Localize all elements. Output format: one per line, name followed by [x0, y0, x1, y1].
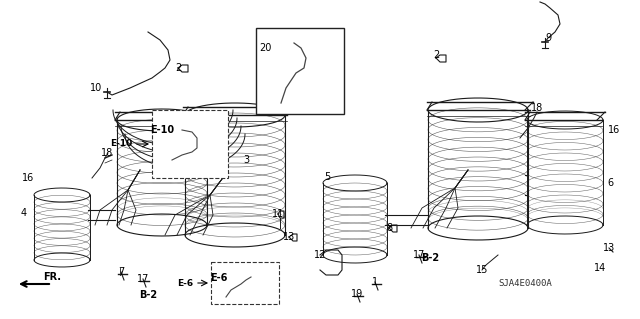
Text: 9: 9 — [545, 33, 551, 43]
Text: E-10: E-10 — [109, 139, 132, 149]
Text: 20: 20 — [259, 43, 271, 53]
Text: 11: 11 — [272, 209, 284, 219]
Text: FR.: FR. — [43, 272, 61, 282]
Text: 10: 10 — [90, 83, 102, 93]
Text: 19: 19 — [351, 289, 363, 299]
Text: 1: 1 — [372, 277, 378, 287]
Text: 12: 12 — [314, 250, 326, 260]
Text: 8: 8 — [386, 223, 392, 233]
Text: E-10: E-10 — [150, 125, 174, 135]
Text: E-6: E-6 — [211, 273, 228, 283]
Bar — [211, 262, 279, 304]
Bar — [256, 28, 344, 114]
Text: 16: 16 — [608, 125, 620, 135]
Text: 16: 16 — [22, 173, 34, 183]
Text: SJA4E0400A: SJA4E0400A — [498, 278, 552, 287]
Text: 17: 17 — [413, 250, 425, 260]
Bar — [152, 110, 228, 178]
Text: 15: 15 — [476, 265, 488, 275]
Text: B-2: B-2 — [139, 290, 157, 300]
Text: 2: 2 — [175, 63, 181, 73]
Text: 18: 18 — [101, 148, 113, 158]
Text: 14: 14 — [594, 263, 606, 273]
Text: 17: 17 — [137, 274, 149, 284]
Text: B-2: B-2 — [421, 253, 439, 263]
Text: 4: 4 — [21, 208, 27, 218]
Text: E-6: E-6 — [177, 278, 193, 287]
Text: 5: 5 — [324, 172, 330, 182]
Text: 3: 3 — [243, 155, 249, 165]
Text: 6: 6 — [607, 178, 613, 188]
Text: 2: 2 — [433, 50, 439, 60]
Text: 7: 7 — [118, 267, 124, 277]
Text: 18: 18 — [531, 103, 543, 113]
Text: 13: 13 — [603, 243, 615, 253]
Text: 13: 13 — [283, 232, 295, 242]
